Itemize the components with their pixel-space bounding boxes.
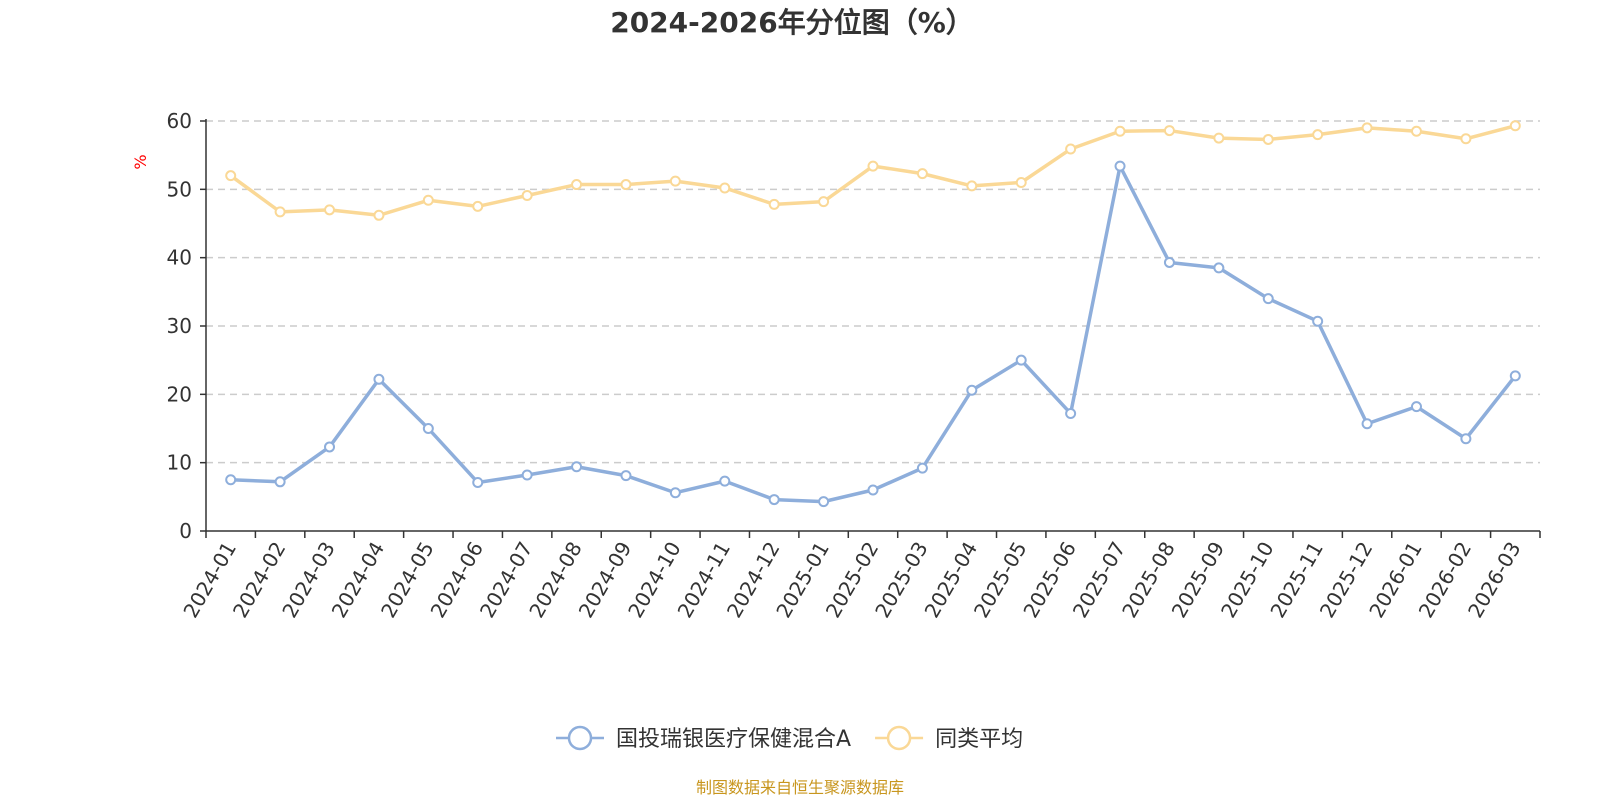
series-1-point-2025-11 (1312, 315, 1324, 327)
legend[interactable]: 国投瑞银医疗保健混合A 同类平均 (556, 725, 1023, 752)
legend-label-2: 同类平均 (935, 727, 1023, 752)
series-1-point-2024-01 (225, 474, 237, 486)
series-2-point-2025-09 (1213, 132, 1225, 144)
series-1-point-2025-07 (1114, 160, 1126, 172)
series-1-point-2024-02 (274, 476, 286, 488)
series-1-point-2024-05 (422, 423, 434, 434)
series-2-point-2025-04 (966, 180, 978, 192)
legend-item-2[interactable]: 同类平均 (875, 725, 1023, 752)
series-1-point-2025-04 (966, 384, 978, 396)
y-tick-labels: 0 10 20 30 40 50 60 (167, 109, 192, 543)
series-1-point-2024-09 (620, 470, 632, 482)
series-1-point-2024-06 (472, 476, 484, 488)
series-1-point-2026-03 (1509, 370, 1521, 382)
series-1-point-2024-10 (669, 487, 681, 499)
series-1-point-2025-10 (1262, 293, 1274, 305)
series-2-point-2024-10 (669, 175, 681, 187)
y-tick-label-0: 0 (179, 519, 192, 543)
series-2-point-2024-09 (620, 179, 632, 191)
y-tick-label-10: 10 (167, 451, 192, 475)
series-2-point-2024-04 (373, 209, 385, 221)
series-1-point-2025-06 (1065, 407, 1077, 419)
series-1 (225, 160, 1521, 508)
series-2-point-2024-07 (521, 189, 533, 201)
series-2-point-2024-12 (768, 198, 780, 210)
series-1-point-2025-01 (818, 496, 830, 508)
series-2-point-2024-06 (472, 200, 484, 212)
x-tick-labels: 2024-012024-022024-032024-042024-052024-… (178, 538, 1525, 622)
y-tick-label-30: 30 (167, 314, 192, 338)
series-1-point-2026-01 (1410, 401, 1422, 413)
chart-title: 2024-2026年分位图（%） (610, 6, 974, 39)
series-1-point-2025-09 (1213, 262, 1225, 274)
series-2-point-2025-05 (1015, 177, 1027, 188)
series-1-point-2024-03 (324, 441, 336, 453)
series-1-point-2024-11 (719, 475, 731, 487)
series-2-point-2026-02 (1460, 133, 1472, 145)
series-1-point-2024-04 (373, 373, 385, 385)
series-lines (225, 120, 1521, 508)
series-2-point-2025-07 (1114, 125, 1126, 137)
y-tick-label-40: 40 (167, 246, 192, 270)
y-axis-unit-label: % (131, 154, 150, 169)
series-2 (225, 120, 1521, 221)
series-2-point-2024-05 (422, 194, 434, 206)
y-tick-label-50: 50 (167, 177, 192, 201)
legend-item-1[interactable]: 国投瑞银医疗保健混合A (556, 725, 851, 752)
legend-marker-2 (886, 725, 912, 751)
series-1-line (228, 164, 1518, 504)
series-2-point-2024-03 (324, 204, 336, 216)
series-2-point-2025-11 (1312, 129, 1324, 141)
legend-label-1: 国投瑞银医疗保健混合A (616, 727, 851, 752)
data-source-note: 制图数据来自恒生聚源数据库 (696, 778, 904, 797)
series-1-point-2025-02 (867, 484, 879, 496)
series-1-point-2026-02 (1460, 433, 1472, 445)
series-2-point-2025-01 (818, 196, 830, 208)
series-2-point-2025-08 (1163, 125, 1175, 137)
series-1-point-2025-08 (1163, 256, 1175, 268)
series-1-point-2024-07 (521, 469, 533, 481)
series-2-point-2025-03 (916, 168, 928, 180)
series-2-point-2025-10 (1262, 133, 1274, 145)
series-1-point-2024-08 (571, 461, 583, 473)
axes (200, 119, 1541, 538)
series-2-point-2025-06 (1065, 143, 1077, 155)
series-2-point-2025-02 (867, 160, 879, 172)
y-tick-label-20: 20 (167, 382, 192, 406)
series-1-point-2025-05 (1015, 354, 1027, 366)
series-2-point-2026-03 (1509, 120, 1521, 132)
y-tick-label-60: 60 (167, 109, 192, 133)
legend-marker-1 (567, 725, 593, 751)
grid-lines (206, 120, 1540, 464)
series-2-point-2024-11 (719, 182, 731, 194)
series-2-point-2024-01 (225, 170, 237, 182)
series-2-point-2024-08 (571, 179, 583, 191)
series-1-point-2025-12 (1361, 418, 1373, 430)
series-2-point-2026-01 (1410, 125, 1422, 137)
series-1-point-2024-12 (768, 494, 780, 506)
series-2-point-2025-12 (1361, 122, 1373, 134)
series-2-point-2024-02 (274, 206, 286, 218)
series-1-point-2025-03 (916, 462, 928, 474)
